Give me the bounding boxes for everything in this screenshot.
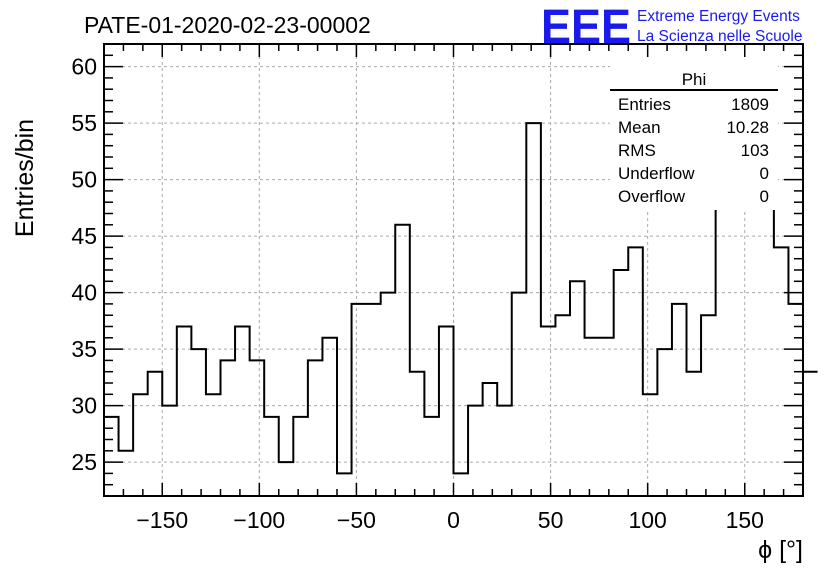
histogram-bin xyxy=(250,360,265,496)
histogram-bin xyxy=(352,304,367,496)
histogram-bin xyxy=(424,417,439,496)
histogram-bin xyxy=(512,293,527,496)
x-tick-label: −100 xyxy=(233,507,285,533)
x-axis-title: ϕ [°] xyxy=(758,536,803,564)
histogram-bin xyxy=(162,406,177,496)
stats-box: Phi Entries 1809 Mean 10.28 RMS 103 Underflow 0… xyxy=(610,57,778,210)
stats-row-label: Underflow xyxy=(618,164,695,183)
histogram-bin xyxy=(439,327,454,497)
y-tick-label: 40 xyxy=(71,280,97,306)
stats-row-value: 1809 xyxy=(731,95,769,114)
x-tick-labels: −150 −100 −50 0 50 100 150 xyxy=(136,507,764,533)
y-tick-label: 55 xyxy=(71,110,97,136)
histogram-bin xyxy=(526,123,541,496)
eee-logo-line2: La Scienza nelle Scuole xyxy=(637,28,802,45)
stats-rows: Entries 1809 Mean 10.28 RMS 103 Underflow 0 Over… xyxy=(618,95,769,206)
histogram-bin xyxy=(133,394,148,496)
histogram-series xyxy=(104,76,818,497)
histogram-bin xyxy=(657,349,672,496)
histogram-bin xyxy=(468,406,483,496)
eee-logo-line1: Extreme Energy Events xyxy=(637,8,800,25)
y-tick-label: 50 xyxy=(71,167,97,193)
histogram-bin xyxy=(322,338,337,496)
histogram-bin xyxy=(395,225,410,496)
histogram-bin xyxy=(148,372,163,496)
histogram-bin xyxy=(570,281,585,496)
histogram-bin xyxy=(774,247,789,496)
histogram-bin xyxy=(119,451,134,496)
y-tick-labels: 25 30 35 40 45 50 55 60 xyxy=(71,54,97,476)
histogram-bin xyxy=(614,270,629,496)
eee-logo: EEE Extreme Energy Events La Scienza nel… xyxy=(541,1,802,54)
stats-row-label: Entries xyxy=(618,95,671,114)
histogram-bin xyxy=(599,338,614,496)
x-tick-label: 150 xyxy=(726,507,764,533)
histogram-bin xyxy=(541,327,556,497)
x-tick-label: 100 xyxy=(628,507,666,533)
plot-axes xyxy=(103,43,804,497)
stats-box-background xyxy=(610,57,778,210)
histogram-bin xyxy=(221,360,236,496)
histogram-bin xyxy=(497,406,512,496)
x-tick-label: −50 xyxy=(337,507,376,533)
histogram-bin xyxy=(454,473,469,496)
stats-row-value: 0 xyxy=(760,164,769,183)
y-tick-label: 35 xyxy=(71,336,97,362)
histogram-bin xyxy=(410,372,425,496)
stats-row-label: RMS xyxy=(618,141,656,160)
histogram-bin xyxy=(381,293,396,496)
y-axis-title: Entries/bin xyxy=(11,119,39,237)
histogram-bin xyxy=(701,315,716,496)
y-tick-label: 60 xyxy=(71,54,97,80)
histogram-bin xyxy=(585,338,600,496)
x-tick-label: 0 xyxy=(447,507,460,533)
y-tick-label: 45 xyxy=(71,223,97,249)
histogram-bin xyxy=(483,383,498,496)
histogram-bin xyxy=(730,191,745,496)
stats-row-value: 103 xyxy=(741,141,769,160)
stats-row-value: 10.28 xyxy=(726,118,769,137)
histogram-bin xyxy=(803,372,818,496)
x-tick-label: 50 xyxy=(538,507,564,533)
histogram-bin xyxy=(235,327,250,497)
histogram-bin xyxy=(745,202,760,496)
y-tick-label: 25 xyxy=(71,449,97,475)
histogram-bin xyxy=(191,349,206,496)
histogram-bin xyxy=(643,394,658,496)
histogram-bin xyxy=(687,372,702,496)
histogram-bin xyxy=(177,327,192,497)
y-tick-label: 30 xyxy=(71,393,97,419)
histogram-bin xyxy=(628,247,643,496)
eee-logo-mark: EEE xyxy=(541,1,631,54)
histogram-bin xyxy=(264,417,279,496)
histogram-outline xyxy=(104,76,818,475)
histogram-bin xyxy=(555,315,570,496)
histogram-bin xyxy=(366,304,381,496)
histogram-bin xyxy=(293,417,308,496)
histogram-bin xyxy=(279,462,294,496)
x-tick-label: −150 xyxy=(136,507,188,533)
histogram-bin xyxy=(308,360,323,496)
histogram-bin xyxy=(788,304,803,496)
stats-row-label: Mean xyxy=(618,118,661,137)
stats-row-value: 0 xyxy=(760,187,769,206)
chart-title: PATE-01-2020-02-23-00002 xyxy=(84,12,371,38)
histogram-bin xyxy=(337,473,352,496)
stats-box-name: Phi xyxy=(682,70,707,89)
histogram-bin xyxy=(206,394,221,496)
histogram-bin xyxy=(672,304,687,496)
stats-row-label: Overflow xyxy=(618,187,686,206)
